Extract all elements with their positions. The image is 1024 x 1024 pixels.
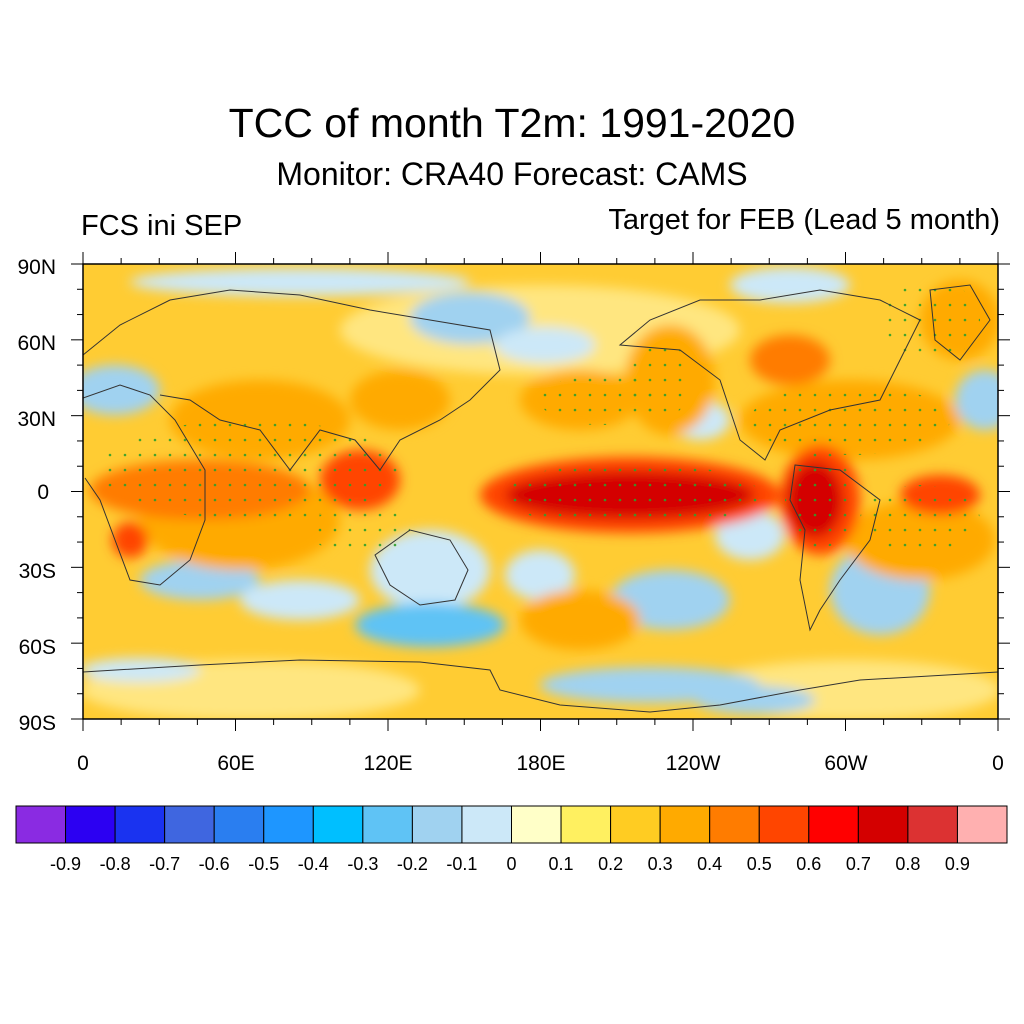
colorbar-swatch bbox=[461, 805, 513, 844]
stipple-region bbox=[750, 385, 950, 455]
stipple-region bbox=[100, 420, 400, 520]
y-tick-label: 30S bbox=[19, 560, 56, 583]
colorbar-labels: -0.9 -0.8 -0.7 -0.6 -0.5 -0.4 -0.3 -0.2 -0.1 0 0.1… bbox=[50, 854, 970, 874]
colorbar-swatch bbox=[362, 805, 413, 844]
colorbar-label: 0.1 bbox=[549, 854, 574, 874]
colorbar-swatch bbox=[659, 805, 711, 844]
map-field bbox=[83, 264, 998, 719]
coastline-greenland bbox=[929, 284, 991, 361]
colorbar-swatch bbox=[263, 805, 314, 844]
x-tick-label: 180E bbox=[516, 752, 565, 775]
colorbar-label: 0.6 bbox=[796, 854, 821, 874]
field-patch bbox=[730, 267, 850, 303]
colorbar-label: 0.2 bbox=[598, 854, 623, 874]
x-axis-labels: 0 60E 120E 180E 120W 60W 0 bbox=[77, 752, 1004, 775]
target-label: Target for FEB (Lead 5 month) bbox=[608, 204, 1000, 236]
colorbar-label: 0.5 bbox=[747, 854, 772, 874]
field-patch bbox=[83, 658, 200, 682]
x-tick-label: 0 bbox=[992, 752, 1004, 775]
colorbar-swatch bbox=[956, 805, 1008, 844]
coastline-south-america bbox=[789, 464, 881, 632]
field-patch bbox=[240, 580, 360, 620]
colorbar-label: -0.4 bbox=[298, 854, 329, 874]
field-patch bbox=[520, 590, 640, 650]
y-axis-labels: 90N 60N 30N 0 30S 60S 90S bbox=[17, 256, 56, 735]
colorbar-label: 0.4 bbox=[697, 854, 722, 874]
coastlines bbox=[83, 284, 998, 713]
colorbar-swatch bbox=[857, 805, 909, 844]
colorbar-swatch bbox=[312, 805, 364, 844]
colorbar-label: -0.8 bbox=[100, 854, 131, 874]
colorbar-label: 0.9 bbox=[945, 854, 970, 874]
stipple-region bbox=[500, 463, 760, 527]
initialization-label: FCS ini SEP bbox=[81, 210, 243, 242]
colorbar-swatch bbox=[114, 805, 166, 844]
stipple-region bbox=[540, 375, 660, 425]
field-patch bbox=[955, 370, 998, 430]
y-tick-label: 90S bbox=[19, 712, 56, 735]
colorbar-swatch bbox=[709, 805, 760, 844]
stipple-region bbox=[860, 485, 980, 555]
colorbar-label: -0.9 bbox=[50, 854, 81, 874]
colorbar-label: 0.3 bbox=[648, 854, 673, 874]
colorbar-label: 0.7 bbox=[846, 854, 871, 874]
colorbar-swatch bbox=[164, 805, 215, 844]
x-tick-label: 0 bbox=[77, 752, 89, 775]
y-tick-label: 60N bbox=[17, 332, 56, 355]
field-patch bbox=[495, 327, 595, 363]
colorbar-swatch bbox=[15, 805, 67, 844]
x-tick-label: 120E bbox=[363, 752, 412, 775]
y-tick-label: 30N bbox=[17, 408, 56, 431]
colorbar-label: -0.6 bbox=[199, 854, 230, 874]
field-patch bbox=[410, 292, 530, 344]
y-tick-label: 90N bbox=[17, 256, 56, 279]
colorbar-label: -0.5 bbox=[248, 854, 279, 874]
significance-stippling bbox=[100, 280, 980, 555]
chart-subtitle: Monitor: CRA40 Forecast: CAMS bbox=[276, 156, 748, 192]
stipple-region bbox=[785, 452, 855, 548]
field-patch bbox=[355, 603, 505, 647]
colorbar bbox=[15, 805, 1008, 844]
colorbar-label: -0.1 bbox=[446, 854, 477, 874]
colorbar-swatch bbox=[65, 805, 116, 844]
colorbar-swatch bbox=[511, 805, 562, 844]
x-tick-label: 120W bbox=[666, 752, 721, 775]
coastline-australia bbox=[374, 529, 469, 606]
stipple-region bbox=[310, 505, 410, 555]
colorbar-swatch bbox=[610, 805, 661, 844]
field-patch bbox=[505, 550, 575, 600]
coastline-north-america bbox=[618, 289, 921, 461]
colorbar-swatch bbox=[907, 805, 958, 844]
axis-ticks bbox=[71, 252, 1010, 731]
stipple-region bbox=[880, 280, 980, 360]
field-patch bbox=[112, 522, 148, 558]
coastline-antarctica bbox=[83, 659, 998, 713]
coastline-eurasia bbox=[83, 289, 501, 471]
field-patch bbox=[130, 268, 470, 296]
x-tick-label: 60E bbox=[217, 752, 254, 775]
x-tick-label: 60W bbox=[824, 752, 867, 775]
y-tick-label: 0 bbox=[37, 481, 49, 504]
colorbar-label: 0.8 bbox=[895, 854, 920, 874]
colorbar-swatch bbox=[758, 805, 810, 844]
colorbar-label: -0.3 bbox=[347, 854, 378, 874]
field-patch bbox=[610, 570, 730, 630]
field-patch bbox=[750, 335, 830, 385]
colorbar-swatch bbox=[560, 805, 612, 844]
coastline-africa bbox=[83, 384, 206, 586]
stipple-region bbox=[630, 340, 690, 420]
field-patch bbox=[140, 560, 260, 600]
field-patch bbox=[350, 370, 450, 430]
colorbar-label: -0.7 bbox=[149, 854, 180, 874]
colorbar-swatch bbox=[808, 805, 859, 844]
colorbar-swatch bbox=[411, 805, 463, 844]
chart-title: TCC of month T2m: 1991-2020 bbox=[228, 100, 796, 146]
colorbar-swatch bbox=[213, 805, 265, 844]
colorbar-label: -0.2 bbox=[397, 854, 428, 874]
y-tick-label: 60S bbox=[19, 636, 56, 659]
field-patch bbox=[370, 530, 490, 610]
field-patch bbox=[83, 365, 160, 415]
colorbar-label: 0 bbox=[506, 854, 516, 874]
